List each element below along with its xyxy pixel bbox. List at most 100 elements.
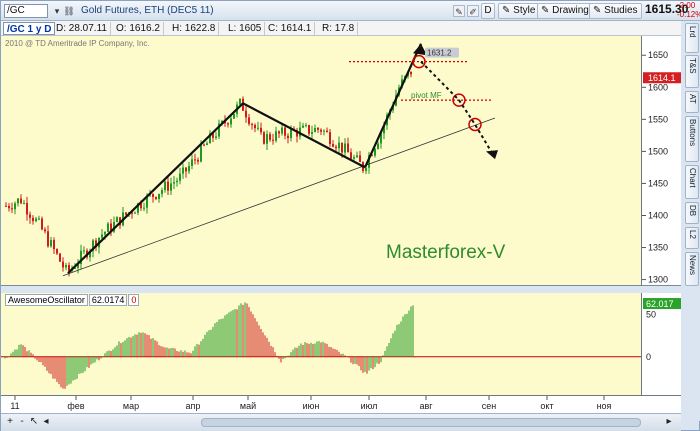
- candle-body: [341, 142, 343, 153]
- low-value: L: 1605: [225, 22, 266, 35]
- link-icon[interactable]: ⛓: [63, 6, 75, 16]
- candle-body: [371, 155, 373, 157]
- candle-body: [146, 195, 148, 208]
- arrow-head-up: [413, 43, 427, 56]
- side-tab-label: Buttons: [688, 119, 697, 147]
- edit-tool-icon[interactable]: ✐: [467, 5, 479, 17]
- candle-body: [380, 133, 382, 144]
- candle-body: [137, 203, 139, 213]
- candle-body: [29, 214, 31, 218]
- candle-body: [350, 152, 352, 159]
- candle-body: [173, 182, 175, 184]
- scroll-right-icon[interactable]: ▸: [666, 416, 672, 427]
- candle-body: [209, 133, 211, 144]
- candle-body: [377, 143, 379, 149]
- symbol-period[interactable]: /GC 1 y D: [3, 22, 56, 35]
- candle-body: [314, 127, 316, 133]
- price-chart[interactable]: Masterforex-V 1631.2 pivot MF: [1, 36, 641, 286]
- side-tab-label: T&S: [688, 58, 697, 74]
- candle-body: [134, 212, 136, 214]
- price-scale[interactable]: 1300 1350 1400 1450 1500 1550 1600 1650 1614.1: [641, 36, 681, 286]
- candle-body: [287, 135, 289, 139]
- side-tab-db[interactable]: DB: [685, 202, 699, 224]
- candle-body: [182, 167, 184, 174]
- draw-tool-icon[interactable]: ✎: [453, 5, 465, 17]
- time-tick-label: ноя: [597, 401, 612, 411]
- side-tab-label: Lrd: [688, 26, 697, 38]
- side-tab-at[interactable]: AT: [685, 91, 699, 113]
- marker-circle: [468, 117, 482, 132]
- candle-body: [308, 125, 310, 134]
- symbol-input[interactable]: /GC: [4, 4, 48, 18]
- candle-body: [215, 136, 217, 138]
- period-button[interactable]: D: [481, 3, 495, 19]
- side-tab-l2[interactable]: L2: [685, 227, 699, 249]
- candle-body: [140, 203, 142, 209]
- cursor-icon[interactable]: ↖: [29, 416, 39, 427]
- projection-path: [420, 60, 494, 156]
- current-price-tag: [643, 72, 681, 84]
- candle-body: [107, 223, 109, 232]
- candle-body: [266, 134, 268, 144]
- level-annotation: 1631.2: [425, 47, 459, 58]
- candle-body: [311, 132, 313, 134]
- side-tab-buttons[interactable]: Buttons: [685, 116, 699, 162]
- price-tick-label: 1550: [648, 114, 668, 124]
- side-tab-lrd[interactable]: Lrd: [685, 23, 699, 53]
- time-scrollbar[interactable]: [201, 418, 641, 427]
- candle-body: [329, 132, 331, 145]
- candle-body: [20, 198, 22, 204]
- price-panel[interactable]: Masterforex-V 1631.2 pivot MF 2010 @ TD Am…: [1, 36, 641, 286]
- candle-body: [365, 167, 367, 172]
- candle-body: [317, 127, 319, 130]
- candle-body: [194, 159, 196, 161]
- candle-body: [383, 125, 385, 134]
- time-axis[interactable]: 11 фев мар апр май июн июл авг сен окт ноя: [1, 395, 681, 413]
- price-tick-label: 1500: [648, 146, 668, 156]
- candle-body: [275, 131, 277, 141]
- zoom-in-button[interactable]: +: [7, 416, 13, 427]
- side-tab-ts[interactable]: T&S: [685, 55, 699, 88]
- candle-body: [101, 234, 103, 238]
- oscillator-panel[interactable]: AwesomeOscillator 62.0174 0: [1, 293, 641, 395]
- candle-body: [359, 155, 361, 163]
- dropdown-arrow-icon[interactable]: ▾: [54, 6, 60, 16]
- candle-body: [200, 144, 202, 162]
- candle-body: [368, 155, 370, 168]
- candle-body: [323, 130, 325, 132]
- oscillator-legend[interactable]: AwesomeOscillator 62.0174 0: [5, 294, 140, 306]
- candle-body: [8, 206, 10, 209]
- info-bar: /GC 1 y D D: 28.07.11 O: 1616.2 H: 1622.…: [1, 21, 681, 36]
- side-tab-chart[interactable]: Chart: [685, 165, 699, 199]
- style-button[interactable]: ✎ Style: [498, 3, 540, 19]
- wave-line: [242, 102, 366, 169]
- oscillator-chart[interactable]: [1, 293, 641, 395]
- candle-body: [185, 167, 187, 172]
- zoom-out-button[interactable]: -: [20, 416, 24, 427]
- candle-body: [50, 239, 52, 247]
- time-tick-label: авг: [419, 401, 433, 411]
- candle-body: [230, 118, 232, 125]
- candle-body: [35, 218, 37, 222]
- candle-body: [170, 183, 172, 191]
- studies-button[interactable]: ✎ Studies: [589, 3, 642, 19]
- candle-body: [56, 249, 58, 254]
- style-label: Style: [513, 5, 536, 16]
- candle-body: [332, 144, 334, 147]
- candle-body: [80, 250, 82, 264]
- candle-body: [197, 159, 199, 162]
- oscillator-name[interactable]: AwesomeOscillator: [5, 294, 88, 306]
- candle-body: [305, 125, 307, 127]
- candle-body: [233, 113, 235, 119]
- candle-body: [347, 143, 349, 153]
- candle-body: [47, 231, 49, 247]
- side-tab-news[interactable]: News: [685, 252, 699, 286]
- candle-body: [179, 173, 181, 181]
- candle-body: [110, 223, 112, 232]
- candle-body: [296, 130, 298, 137]
- oscillator-scale[interactable]: 0 50 62.017: [641, 293, 681, 395]
- scroll-left-icon[interactable]: ◂: [43, 416, 49, 427]
- candle-body: [113, 222, 115, 232]
- candle-body: [248, 117, 250, 125]
